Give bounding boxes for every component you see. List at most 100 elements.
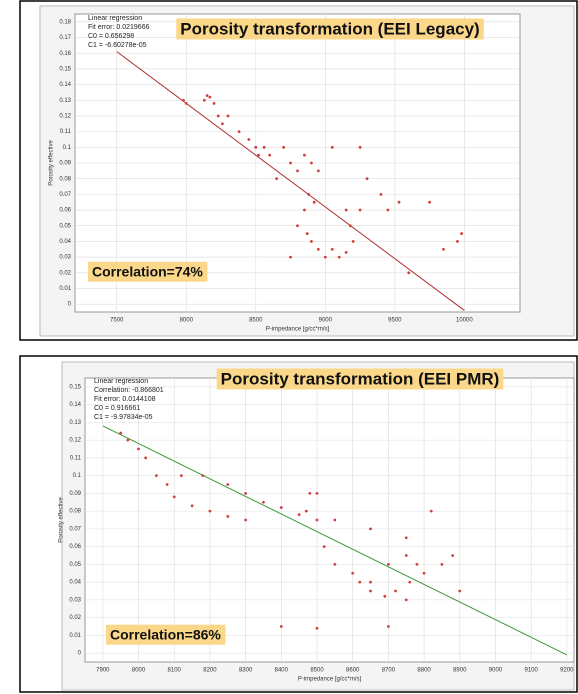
x-tick-label: 9000: [489, 668, 503, 674]
regression-line: [116, 51, 465, 311]
x-tick-label: 8000: [132, 668, 146, 674]
y-tick-label: 0.12: [69, 438, 81, 444]
data-point: [247, 138, 251, 141]
data-point: [126, 438, 130, 442]
data-point: [184, 102, 188, 105]
data-point: [365, 177, 369, 181]
data-point: [451, 554, 455, 557]
y-tick-label: 0.08: [59, 176, 71, 182]
data-point: [351, 240, 355, 243]
regression-line: [102, 425, 568, 656]
stats-text: Correlation: -0.866801: [94, 387, 164, 394]
y-tick-label: 0.02: [59, 270, 71, 276]
data-point: [282, 145, 285, 149]
data-point: [351, 571, 355, 575]
data-point: [344, 251, 348, 254]
data-point: [456, 240, 459, 243]
y-tick-label: 0.14: [69, 402, 81, 408]
stats-text: Linear regression: [88, 15, 142, 22]
data-point: [369, 580, 372, 584]
y-tick-label: 0.18: [59, 19, 71, 25]
x-tick-label: 8700: [382, 668, 396, 674]
data-point: [330, 145, 334, 149]
data-point: [323, 255, 327, 259]
data-point: [201, 474, 205, 478]
title-highlight: [216, 368, 504, 390]
data-point: [394, 589, 397, 593]
x-tick-label: 8500: [310, 668, 324, 674]
y-tick-label: 0.04: [69, 580, 81, 586]
data-point: [279, 506, 283, 509]
y-tick-label: 0.17: [59, 35, 71, 41]
data-point: [119, 431, 123, 435]
y-tick-label: 0.1: [73, 473, 82, 479]
data-point: [144, 456, 148, 460]
data-point: [386, 562, 390, 566]
data-point: [289, 161, 292, 165]
data-point: [348, 224, 352, 228]
data-point: [415, 562, 419, 566]
x-tick-label: 8900: [453, 668, 467, 674]
data-point: [289, 255, 292, 259]
x-tick-label: 9500: [388, 318, 402, 324]
data-point: [244, 491, 248, 495]
data-point: [216, 114, 220, 118]
data-point: [315, 491, 319, 495]
data-point: [165, 483, 169, 486]
data-point: [226, 515, 230, 518]
data-point: [404, 554, 408, 557]
data-point: [221, 122, 224, 126]
correlation-label: Correlation=86%: [110, 627, 221, 643]
data-point: [296, 224, 299, 228]
y-tick-label: 0.13: [69, 420, 81, 426]
x-tick-label: 9000: [319, 318, 333, 324]
data-point: [310, 240, 313, 243]
y-tick-label: 0.06: [59, 208, 71, 214]
correlation-highlight: [88, 261, 208, 282]
y-tick-label: 0.01: [69, 633, 81, 639]
data-point: [428, 200, 432, 204]
data-point: [262, 145, 266, 149]
stats-text: C1 = -6.60278e-05: [88, 42, 147, 49]
data-point: [304, 509, 308, 513]
stats-text: Linear regression: [94, 378, 148, 385]
data-point: [458, 589, 462, 593]
y-tick-label: 0.01: [59, 286, 71, 292]
x-axis-label: P-impedance [g/cc*m/s]: [298, 677, 362, 683]
data-point: [262, 500, 265, 504]
correlation-highlight: [106, 624, 226, 645]
x-axis-label: P-impedance [g/cc*m/s]: [266, 327, 330, 333]
data-point: [404, 536, 408, 540]
data-point: [179, 474, 183, 478]
data-point: [358, 580, 362, 584]
data-point: [369, 527, 372, 531]
data-point: [358, 208, 362, 212]
y-axis-label: Porosity effective: [49, 140, 55, 186]
data-point: [422, 571, 426, 575]
data-point: [386, 625, 390, 628]
y-tick-label: 0.02: [69, 615, 81, 621]
data-point: [316, 169, 320, 173]
data-point: [208, 95, 212, 99]
y-tick-label: 0.08: [69, 509, 81, 515]
x-tick-label: 7900: [96, 668, 110, 674]
data-point: [330, 247, 334, 251]
x-tick-label: 9200: [560, 668, 574, 674]
data-point: [254, 145, 258, 149]
data-point: [308, 491, 312, 495]
data-point: [303, 208, 306, 212]
y-tick-label: 0.05: [59, 223, 71, 229]
y-tick-label: 0.09: [59, 161, 71, 167]
x-tick-label: 10000: [456, 318, 473, 324]
x-tick-label: 8300: [239, 668, 253, 674]
y-tick-label: 0.11: [70, 455, 82, 461]
y-tick-label: 0.03: [69, 597, 81, 603]
data-point: [208, 509, 212, 513]
data-point: [442, 247, 445, 251]
y-tick-label: 0: [78, 651, 82, 657]
stats-text: C0 = 0.656298: [88, 33, 134, 40]
data-point: [296, 169, 299, 173]
x-tick-label: 8400: [275, 668, 289, 674]
data-point: [297, 513, 301, 517]
data-point: [237, 130, 241, 134]
